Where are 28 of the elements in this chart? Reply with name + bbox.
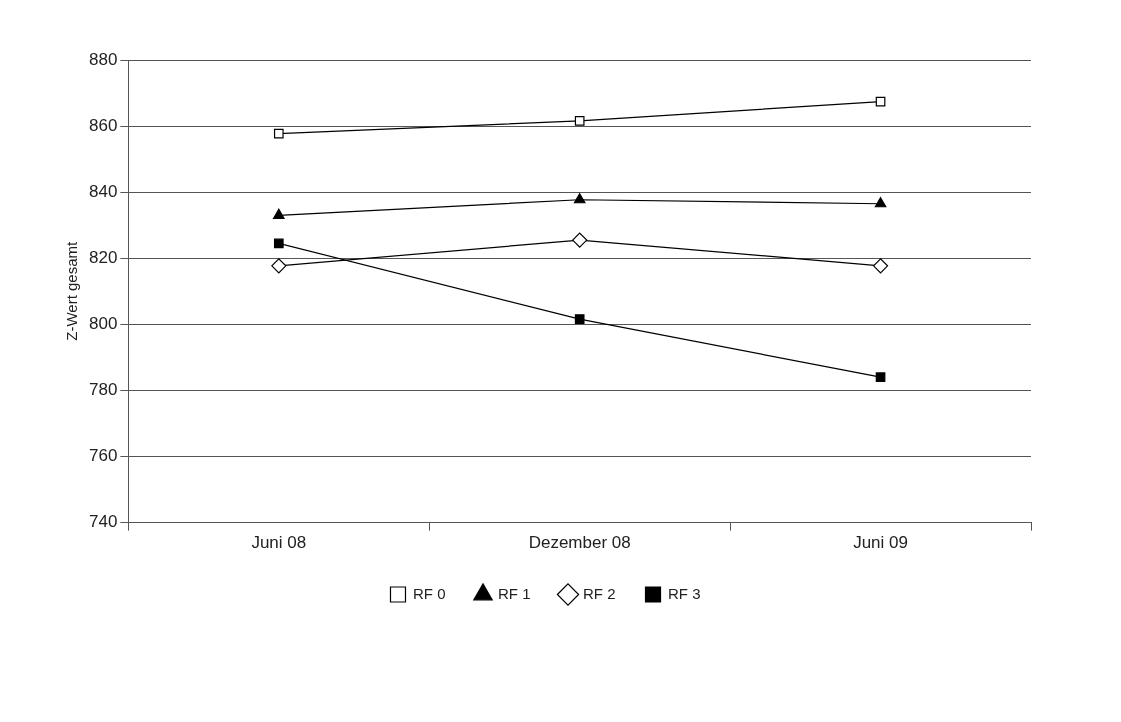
y-tick-label: 800 bbox=[88, 314, 118, 334]
x-tick-label: Juni 08 bbox=[251, 533, 307, 553]
point bbox=[572, 232, 588, 248]
y-tick-label: 820 bbox=[88, 247, 118, 267]
point bbox=[273, 208, 285, 219]
point bbox=[874, 197, 887, 208]
point bbox=[872, 258, 889, 274]
y-tick-label: 840 bbox=[88, 181, 118, 201]
y-tick-label: 740 bbox=[88, 512, 118, 532]
x-tick-label: Juni 09 bbox=[853, 533, 908, 553]
point bbox=[574, 115, 585, 126]
point bbox=[271, 258, 287, 274]
point bbox=[574, 314, 585, 324]
legend-label: RF 0 bbox=[412, 584, 446, 602]
y-axis-title: Z-Wert gesamt bbox=[63, 241, 81, 341]
point bbox=[573, 193, 586, 204]
legend-label: RF 3 bbox=[668, 584, 701, 602]
point bbox=[273, 128, 284, 139]
legend-label: RF 1 bbox=[498, 584, 531, 602]
point bbox=[273, 238, 284, 249]
legend-label: RF 2 bbox=[583, 584, 616, 602]
y-tick-label: 880 bbox=[88, 49, 118, 69]
point bbox=[875, 372, 886, 383]
point bbox=[875, 96, 886, 107]
y-tick-label: 860 bbox=[88, 115, 118, 135]
y-tick-label: 780 bbox=[88, 380, 118, 400]
y-tick-label: 760 bbox=[88, 446, 118, 466]
x-tick-label: Dezember 08 bbox=[528, 533, 631, 553]
